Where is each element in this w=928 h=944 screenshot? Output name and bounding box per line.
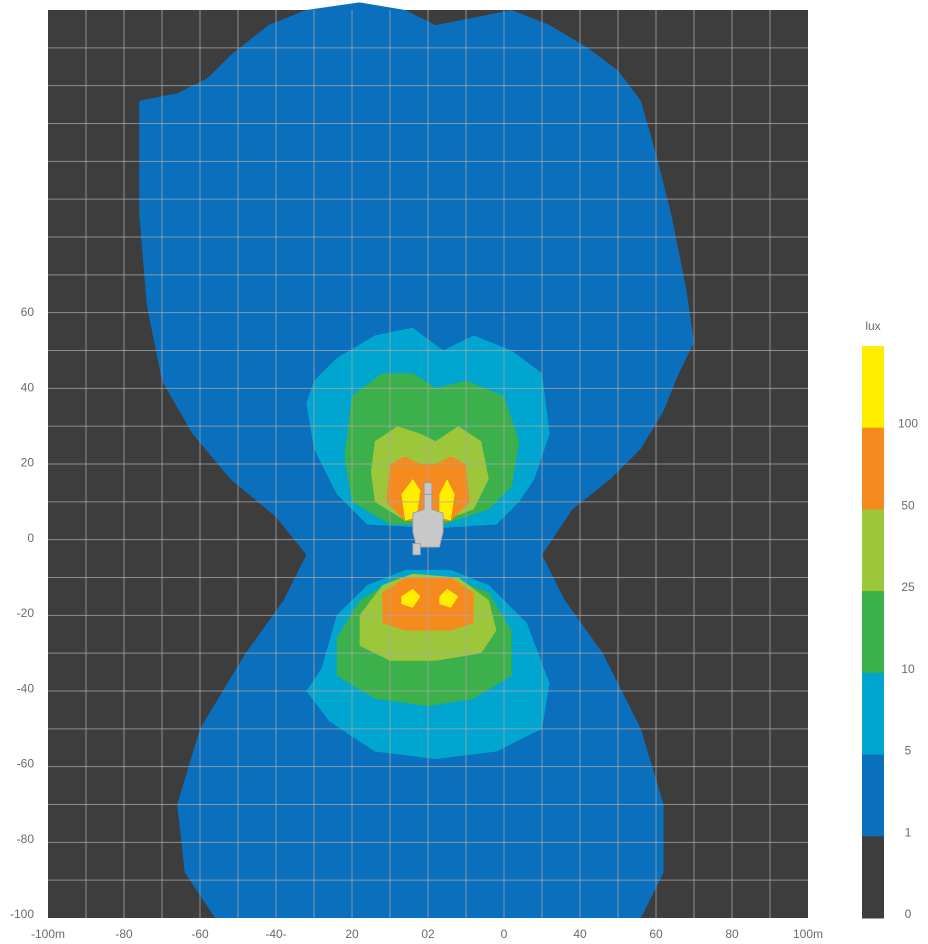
x-axis-ticks: -100m -80 -60 -40- 20 02 0 40 60 80 100m bbox=[31, 927, 823, 941]
y-tick-label: 40 bbox=[21, 380, 35, 394]
y-tick-label: -100 bbox=[10, 907, 34, 921]
legend-band-100 bbox=[862, 346, 884, 429]
y-tick-label: -20 bbox=[17, 606, 35, 620]
x-tick-label: 60 bbox=[649, 927, 663, 941]
x-tick-label: -60 bbox=[191, 927, 209, 941]
y-tick-label: -40 bbox=[17, 681, 35, 695]
y-axis-ticks: 60 40 20 0 -20 -40 -60 -80 -100 bbox=[10, 305, 34, 921]
x-tick-label: 100m bbox=[793, 927, 823, 941]
legend-tick-label: 100 bbox=[898, 417, 918, 431]
legend-tick-label: 0 bbox=[905, 907, 912, 921]
grid-lines bbox=[48, 10, 808, 918]
x-tick-label: -40- bbox=[265, 927, 286, 941]
legend-tick-label: 1 bbox=[905, 825, 912, 839]
legend-title: lux bbox=[865, 319, 880, 333]
x-tick-label: 80 bbox=[725, 927, 739, 941]
legend-tick-label: 50 bbox=[901, 498, 915, 512]
legend-tick-label: 10 bbox=[901, 662, 915, 676]
vehicle-part-2 bbox=[412, 543, 421, 556]
legend-tick-label: 5 bbox=[905, 744, 912, 758]
legend-bands bbox=[862, 346, 884, 919]
legend-band-1 bbox=[862, 754, 884, 837]
legend-tick-label: 25 bbox=[901, 580, 915, 594]
contour-region-100lux-9 bbox=[401, 479, 421, 521]
legend-band-0 bbox=[862, 836, 884, 919]
y-tick-label: -60 bbox=[17, 757, 35, 771]
x-tick-label: 40 bbox=[573, 927, 587, 941]
x-tick-label: 20 bbox=[345, 927, 359, 941]
y-tick-label: -80 bbox=[17, 832, 35, 846]
legend-band-50 bbox=[862, 427, 884, 510]
contour-region-100lux-10 bbox=[439, 479, 455, 521]
y-tick-label: 0 bbox=[27, 531, 34, 545]
contour-region-100lux-11 bbox=[401, 588, 421, 608]
vehicle-silhouette bbox=[412, 482, 444, 556]
x-tick-label: -80 bbox=[115, 927, 133, 941]
x-tick-label: -100m bbox=[31, 927, 65, 941]
vehicle-part-1 bbox=[423, 482, 433, 495]
x-tick-label: 0 bbox=[501, 927, 508, 941]
y-tick-label: 60 bbox=[21, 305, 35, 319]
x-tick-label: 02 bbox=[421, 927, 435, 941]
y-tick-label: 20 bbox=[21, 456, 35, 470]
legend-band-25 bbox=[862, 509, 884, 592]
legend-band-10 bbox=[862, 591, 884, 674]
legend-band-5 bbox=[862, 672, 884, 756]
contour-region-100lux-12 bbox=[439, 588, 459, 608]
